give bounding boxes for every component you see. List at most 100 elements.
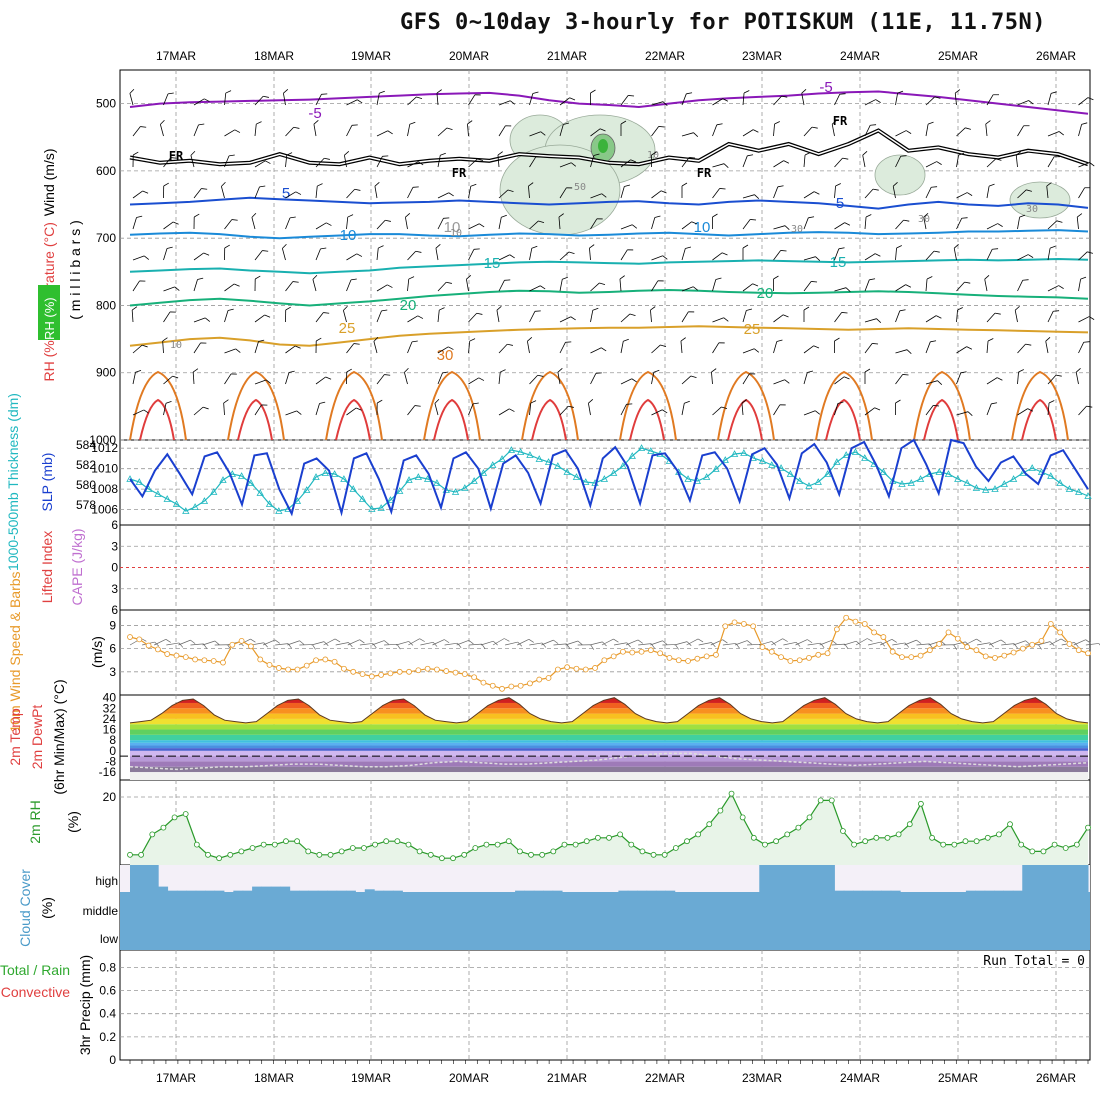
wind-barb-flag [960,371,967,374]
contour-label: 10 [444,219,461,236]
wind-barb [163,375,179,385]
wind-barb [374,182,380,199]
wind-speed-point [982,653,989,660]
wind-barb [407,340,418,354]
wind-barb-staff [311,641,325,646]
wind-barb [1078,187,1091,199]
wind-barb-staff [1047,131,1060,137]
thickness-point [256,489,264,496]
wind-barb-flag [784,225,790,230]
wind-barb-staff [529,642,543,646]
wind-barb [163,246,173,261]
wind-barb-staff [1017,343,1026,354]
cloud-high-bar [665,890,676,892]
wind-barb [498,343,513,354]
wind-speed-point [880,634,887,640]
wind-barb [803,345,820,354]
wind-barb-staff [681,403,685,416]
wind-barb [346,99,363,106]
wind-barb-staff [590,347,602,354]
wind-barb-10m [795,639,813,646]
wind-speed-point [173,652,180,659]
wind-barb-10m [335,642,353,648]
contour-label: 10 [340,227,357,244]
rh-point [127,851,133,858]
wind-barb [712,277,722,292]
wind-barb-flag [448,192,454,197]
wind-barb [834,312,848,323]
thickness-point [275,507,283,514]
wind-barb [773,95,788,106]
wind-barb [712,188,726,199]
wind-barb-flag [235,348,241,353]
wind-barb-staff [862,155,866,168]
thickness-point [544,458,553,465]
wind-barb-10m [734,640,752,646]
wind-barb [588,399,594,416]
wind-barb [651,409,668,416]
wind-barb-staff [315,376,326,385]
wind-barb-staff [742,219,751,230]
wind-barb-staff [1017,217,1020,230]
thickness-point [637,444,646,451]
wind-barb [315,183,323,199]
wind-barb-flag [299,640,305,645]
wind-barb-flag [384,374,391,376]
wind-barb [895,130,912,137]
wind-barb-staff [1078,251,1088,261]
thickness-point [396,487,404,494]
run-total-label: Run Total = 0 [983,954,1085,969]
rh-area [130,793,1088,865]
thickness-point [609,469,618,476]
wind-barb [132,409,149,416]
wind-speed-point [899,654,905,661]
wind-barb-staff [712,163,725,168]
wind-barb-flag [630,159,637,163]
date-label-top: 20MAR [449,49,489,63]
rh-point [505,838,512,845]
wind-barb [1017,343,1032,354]
wind-barb-staff [224,129,235,137]
wind-barb-flag [205,317,211,322]
rh-point [695,831,702,838]
thickness-point [833,458,841,465]
wind-barb-staff [986,94,994,106]
wind-barb-flag [995,158,1002,161]
wind-barb-10m [565,640,583,646]
thickness-point [963,479,971,486]
wind-barb [376,90,385,106]
wind-speed-point [322,656,329,663]
wind-barb [346,407,362,416]
wind-barb [193,98,210,106]
wind-barb-flag [416,96,423,100]
wind-barb-staff [1001,643,1015,646]
wind-barb-staff [1075,372,1079,385]
contour-label: 20 [400,297,417,314]
date-label-bottom: 22MAR [645,1071,685,1085]
wind-barb-staff [956,218,963,230]
wind-barb-flag [985,120,991,125]
wind-barb [803,256,821,261]
wind-barb-flag [872,188,879,191]
wind-barb [498,100,516,106]
wind-barb [346,214,354,230]
thickness-point [730,450,739,457]
wind-barb-flag [681,182,688,187]
wind-barb-staff [254,341,259,354]
cloud-high-bar [327,890,338,892]
thickness-point [349,485,357,492]
wind-barb-staff [1049,638,1062,646]
wind-barb-flag [256,121,262,125]
wind-barb [193,406,209,416]
wind-barb-staff [376,284,388,292]
isotherm-hot [325,370,383,441]
precip-tick-label: 0.4 [99,1007,116,1021]
wind-barb-flag [1087,97,1094,101]
wind-barb-flag [722,98,729,102]
wind-speed-point [489,682,496,689]
wind-barb-staff [590,218,598,230]
wind-barb-staff [1047,220,1058,230]
wind-barb [315,376,332,385]
date-label-top: 23MAR [742,49,782,63]
wind-barb [925,276,933,292]
